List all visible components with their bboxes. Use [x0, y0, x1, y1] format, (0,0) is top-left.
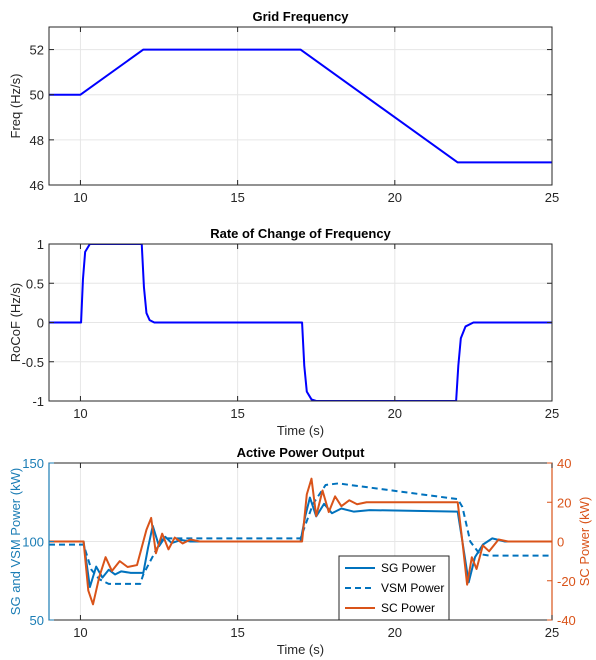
y-right-tick-label: -20: [557, 574, 576, 589]
y-tick-label: 1: [37, 237, 44, 252]
legend-label: SC Power: [381, 601, 435, 615]
x-tick-label: 10: [73, 190, 87, 205]
y-tick-label: 0: [37, 316, 44, 331]
x-tick-label: 25: [545, 406, 559, 421]
y-tick-label: 46: [30, 178, 44, 193]
y-right-tick-label: -40: [557, 613, 576, 628]
plot-area: [49, 27, 552, 185]
y-right-axis-label: SC Power (kW): [577, 497, 592, 587]
legend: SG Power VSM Power SC Power: [338, 555, 450, 621]
y-axis-label: SG and VSM Power (kW): [8, 468, 23, 615]
y-right-tick-label: 0: [557, 535, 564, 550]
axes-box: [48, 26, 553, 186]
x-tick-label: 20: [388, 190, 402, 205]
y-tick-label: -0.5: [22, 355, 44, 370]
y-tick-label: 150: [22, 456, 44, 471]
chart-panel-1: 10 15 20 25 46 48 50 52 Grid Frequency Freq (Hz/s…: [8, 9, 559, 205]
y-right-tick-label: 40: [557, 456, 571, 471]
y-tick-label: -1: [32, 394, 44, 409]
chart-title: Rate of Change of Frequency: [210, 226, 391, 241]
x-tick-label: 15: [230, 406, 244, 421]
y-right-tick-label: 20: [557, 495, 571, 510]
legend-label: SG Power: [381, 561, 436, 575]
x-tick-label: 25: [545, 625, 559, 640]
chart-title: Active Power Output: [237, 445, 366, 460]
series-line-sc-power: [49, 477, 552, 606]
legend-label: VSM Power: [381, 581, 444, 595]
x-tick-label: 10: [73, 406, 87, 421]
y-tick-label: 50: [30, 613, 44, 628]
x-axis-label: Time (s): [277, 423, 324, 438]
x-axis-label: Time (s): [277, 642, 324, 657]
chart-panel-3: 10 15 20 25 50 100 150 -40 -20 0 20 40 Active Power …: [8, 445, 592, 657]
x-tick-label: 25: [545, 190, 559, 205]
y-tick-label: 100: [22, 535, 44, 550]
series-line-vsm-power: [49, 482, 552, 585]
x-tick-label: 20: [388, 625, 402, 640]
y-tick-label: 52: [30, 43, 44, 58]
x-tick-label: 15: [230, 625, 244, 640]
chart-title: Grid Frequency: [252, 9, 349, 24]
x-tick-label: 15: [230, 190, 244, 205]
y-axis-label: RoCoF (Hz/s): [8, 283, 23, 362]
y-tick-label: 48: [30, 133, 44, 148]
series-line-1: [49, 48, 552, 164]
y-tick-label: 0.5: [26, 276, 44, 291]
y-tick-label: 50: [30, 88, 44, 103]
y-axis-label: Freq (Hz/s): [8, 74, 23, 139]
x-tick-label: 20: [388, 406, 402, 421]
series-line-1: [49, 244, 552, 401]
x-tick-label: 10: [73, 625, 87, 640]
chart-panel-2: 10 15 20 25 -1 -0.5 0 0.5 1 Rate of Change of Fre…: [8, 226, 559, 438]
